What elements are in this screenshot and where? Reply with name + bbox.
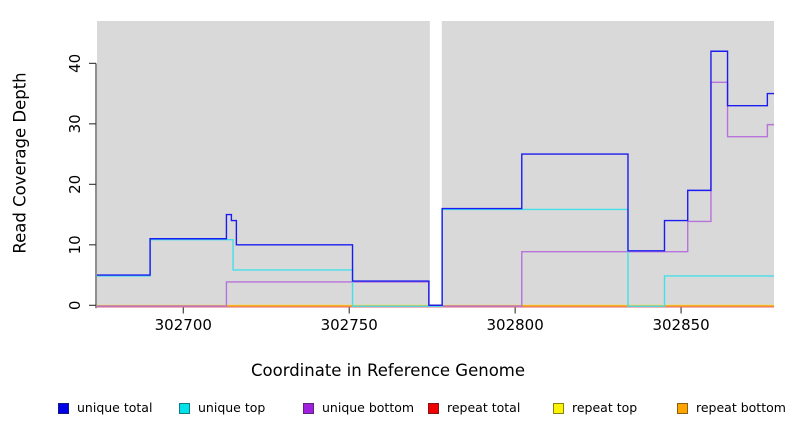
y-tick-label: 20 bbox=[66, 175, 84, 194]
x-tick-label: 302700 bbox=[155, 316, 212, 334]
y-axis-title: Read Coverage Depth bbox=[10, 72, 30, 254]
x-tick-label: 302750 bbox=[321, 316, 378, 334]
x-tick-label: 302800 bbox=[487, 316, 544, 334]
y-tick-label: 30 bbox=[66, 114, 84, 133]
series-line-unique-total bbox=[97, 50, 774, 306]
y-tick-label: 0 bbox=[66, 301, 84, 311]
series-line-unique-top bbox=[97, 208, 774, 307]
data-gap-band bbox=[429, 19, 442, 304]
y-tick-label: 10 bbox=[66, 235, 84, 254]
y-tick-label: 40 bbox=[66, 54, 84, 73]
x-axis-title: Coordinate in Reference Genome bbox=[250, 361, 526, 380]
x-tick-label: 302850 bbox=[652, 316, 709, 334]
series-line-unique-bottom bbox=[97, 81, 774, 307]
